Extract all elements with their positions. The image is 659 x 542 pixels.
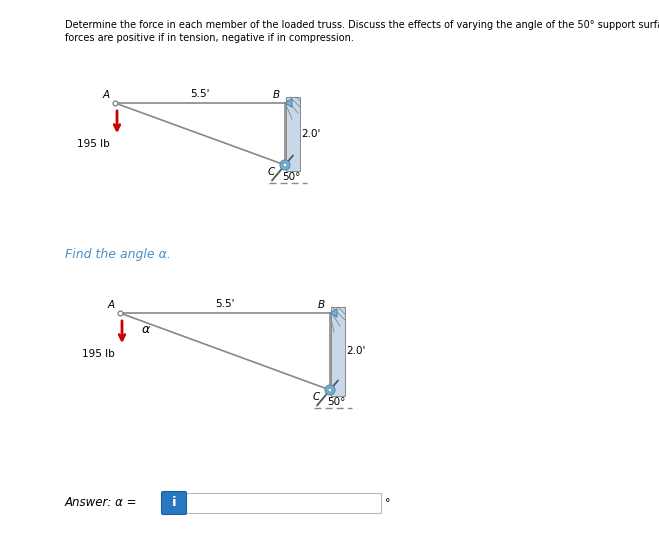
Bar	[186, 493, 381, 513]
Polygon shape	[330, 309, 337, 317]
Text: Determine the force in each member of the loaded truss. Discuss the effects of v: Determine the force in each member of th…	[65, 20, 659, 30]
Text: α: α	[142, 323, 150, 336]
Text: °: °	[385, 498, 391, 508]
Text: 50°: 50°	[327, 397, 345, 408]
Polygon shape	[285, 99, 292, 107]
Bar	[331, 307, 345, 396]
Bar	[286, 97, 300, 171]
Circle shape	[328, 388, 332, 392]
Text: 195 lb: 195 lb	[77, 139, 110, 149]
Text: 2.0': 2.0'	[301, 129, 320, 139]
Text: Find the angle α.: Find the angle α.	[65, 248, 171, 261]
Text: 195 lb: 195 lb	[82, 349, 115, 359]
Text: B: B	[318, 300, 325, 310]
Text: 5.5': 5.5'	[215, 299, 235, 309]
Circle shape	[283, 163, 287, 167]
Text: A: A	[108, 300, 115, 310]
Text: 50°: 50°	[282, 172, 301, 183]
Text: 2.0': 2.0'	[346, 346, 365, 357]
Text: C: C	[313, 392, 320, 402]
Text: forces are positive if in tension, negative if in compression.: forces are positive if in tension, negat…	[65, 33, 354, 43]
Text: Answer: α =: Answer: α =	[65, 496, 138, 509]
Text: i: i	[172, 496, 177, 509]
Text: 5.5': 5.5'	[190, 89, 210, 99]
Circle shape	[280, 160, 290, 170]
Circle shape	[325, 385, 335, 395]
Text: A: A	[103, 90, 110, 100]
Text: C: C	[268, 167, 275, 177]
Text: B: B	[273, 90, 280, 100]
FancyBboxPatch shape	[161, 492, 186, 514]
